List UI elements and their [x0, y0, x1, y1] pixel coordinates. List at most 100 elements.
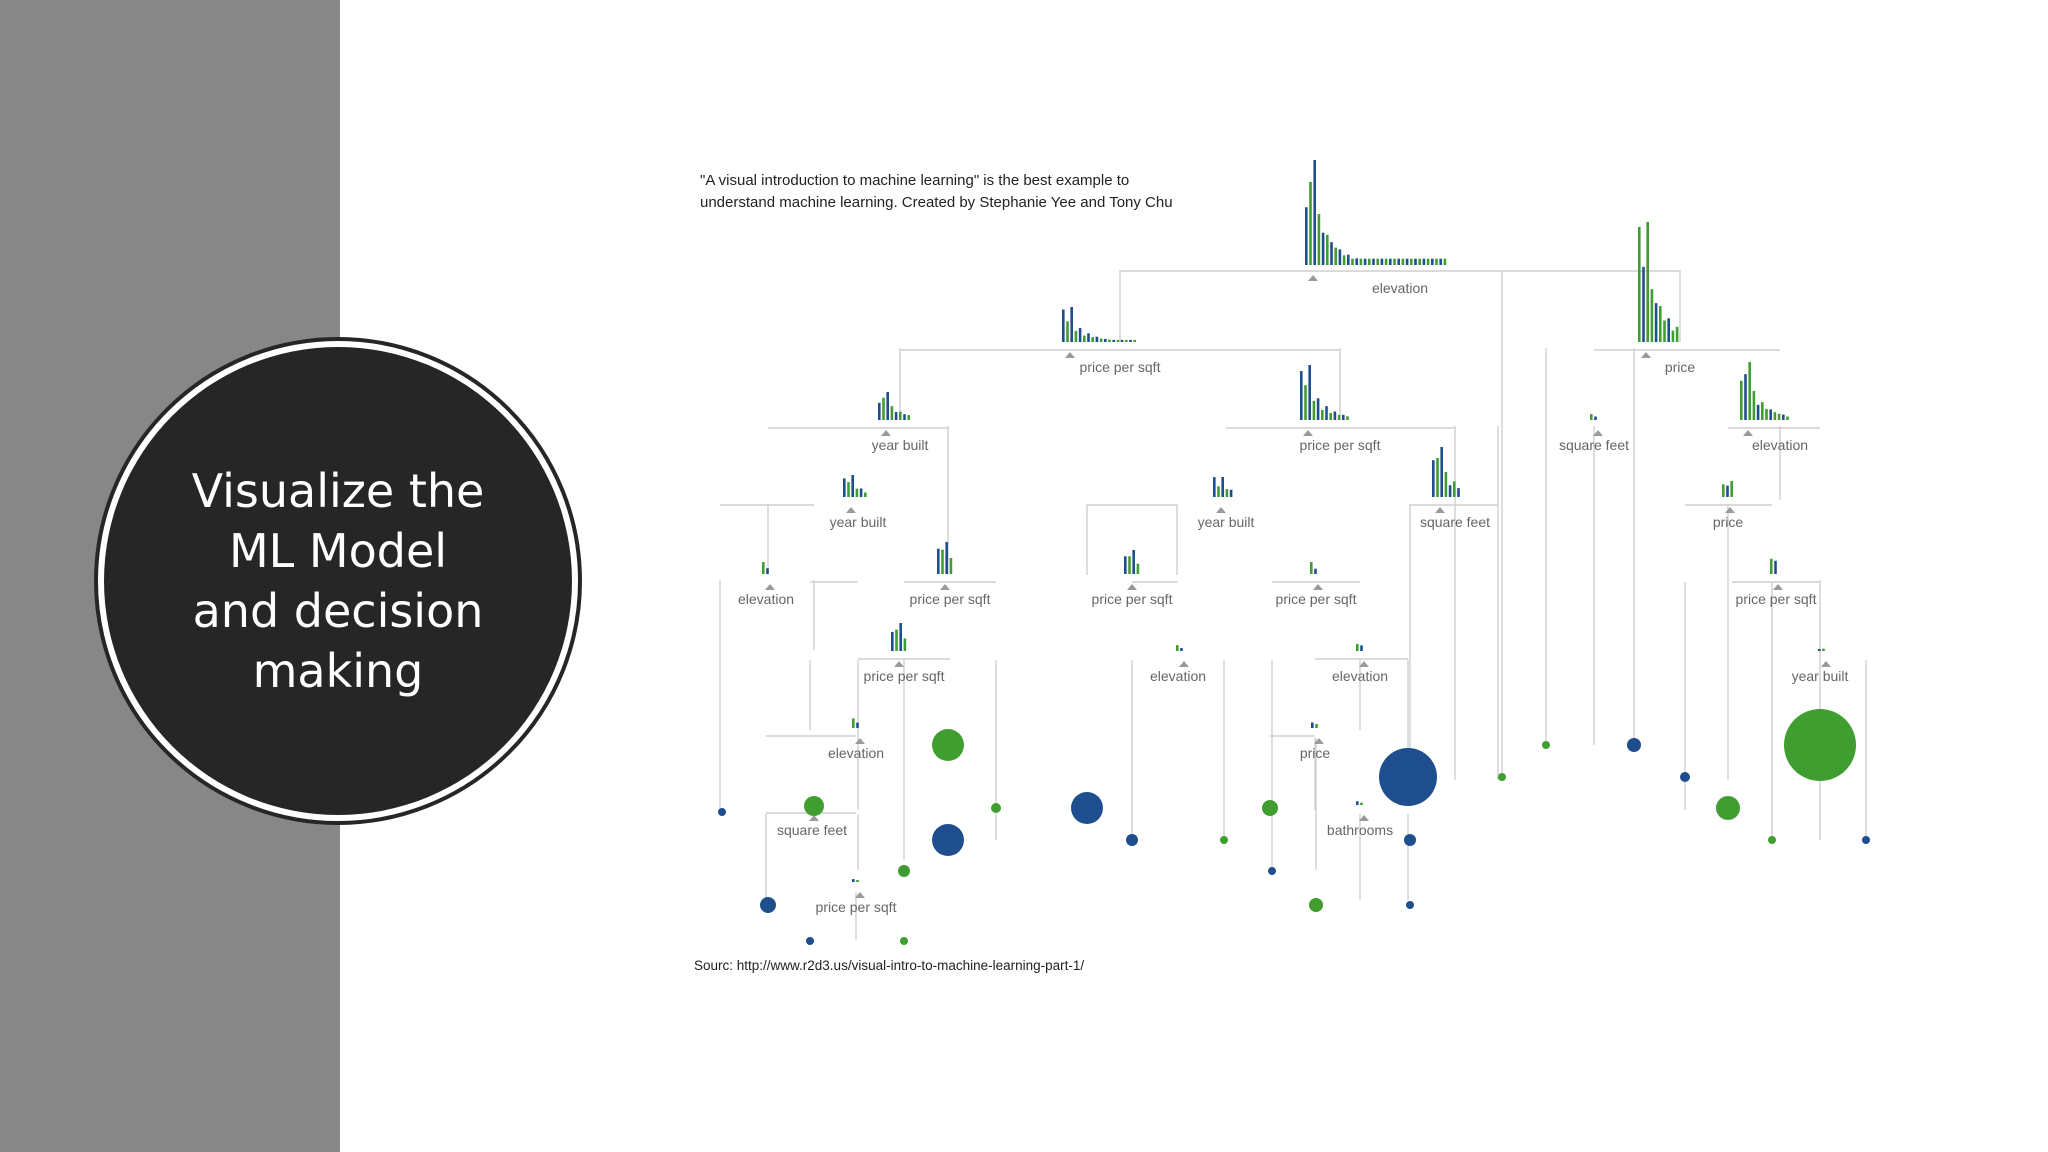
leaf-node [1542, 741, 1550, 749]
leaf-node [932, 729, 964, 761]
histogram-bar [1213, 477, 1216, 497]
histogram-bar [1380, 258, 1384, 265]
histogram-bar [1431, 258, 1434, 265]
histogram-bar [1112, 339, 1115, 342]
leaf-node [804, 796, 824, 816]
histogram-bar [1305, 207, 1308, 265]
histogram-bar [1376, 258, 1379, 265]
leaf-node [1262, 800, 1278, 816]
histogram-bar [1761, 402, 1764, 420]
histogram-bar [1372, 258, 1375, 265]
split-marker [1303, 430, 1313, 436]
histogram-bar [1368, 258, 1371, 265]
node-label: price per sqft [1092, 591, 1173, 607]
histogram-bar [1095, 336, 1099, 342]
leaf-node [1716, 796, 1740, 820]
histogram-bar [1397, 258, 1400, 265]
node-label: price [1665, 359, 1696, 375]
histogram-bar [856, 722, 859, 728]
histogram-bar [855, 488, 859, 497]
histogram-bar [1642, 266, 1645, 342]
histogram-bar [1351, 258, 1354, 265]
histogram-bar [878, 402, 881, 420]
histogram-bar [894, 412, 898, 420]
histogram-bar [1389, 258, 1392, 265]
histogram-bar [1744, 374, 1747, 420]
node-label: price per sqft [1736, 591, 1817, 607]
tree-edges [719, 270, 1867, 940]
histogram-bar [903, 638, 907, 651]
histogram-bar [1822, 648, 1825, 651]
histogram-bar [1313, 160, 1316, 265]
node-label: square feet [1559, 437, 1629, 453]
histogram-bar [1393, 258, 1396, 265]
histogram-bar [1120, 339, 1124, 342]
histogram-bar [1128, 556, 1131, 574]
leaf-node [1404, 834, 1416, 846]
histogram-bar [1443, 258, 1447, 265]
histogram-bar [907, 415, 910, 420]
histogram-bar [903, 414, 906, 420]
histogram-bar [1436, 458, 1439, 497]
histogram-bar [1360, 802, 1363, 805]
histogram-bar [852, 879, 855, 882]
histogram-bar [1321, 232, 1325, 265]
histogram-bar [1116, 339, 1120, 342]
node-label: price [1300, 745, 1331, 761]
leaf-node [806, 937, 814, 945]
split-marker [809, 815, 819, 821]
histogram-bar [1730, 481, 1733, 497]
split-marker [881, 430, 891, 436]
histogram-bar [1330, 242, 1333, 265]
node-label: year built [1198, 514, 1255, 530]
split-marker [846, 507, 856, 513]
histogram-bar [1217, 486, 1220, 497]
node-label: elevation [1150, 668, 1206, 684]
histogram-bar [1765, 408, 1768, 420]
histogram-bar [1740, 380, 1743, 420]
slide-title: Visualize the ML Model and decision maki… [191, 464, 485, 698]
histogram-bar [1659, 306, 1662, 342]
histogram-bar [1310, 562, 1313, 574]
histogram-bar [1347, 254, 1350, 265]
histogram-bar [1355, 258, 1358, 265]
split-marker [1314, 738, 1324, 744]
tree-histograms [762, 160, 1831, 898]
split-marker [1216, 507, 1226, 513]
histogram-bar [945, 542, 948, 574]
split-marker [1313, 584, 1323, 590]
node-label: square feet [777, 822, 847, 838]
histogram-bar [1225, 489, 1229, 497]
histogram-bar [882, 397, 885, 420]
histogram-bar [1342, 414, 1345, 420]
histogram-bar [899, 411, 902, 420]
histogram-bar [899, 623, 902, 651]
histogram-bar [1108, 339, 1111, 342]
histogram-bar [1650, 289, 1654, 342]
histogram-bar [1360, 645, 1363, 651]
node-label: price per sqft [1080, 359, 1161, 375]
histogram-bar [1748, 362, 1751, 420]
histogram-bar [1773, 412, 1777, 420]
histogram-bar [949, 558, 953, 574]
split-marker [1179, 661, 1189, 667]
histogram-bar [1426, 258, 1430, 265]
histogram-bar [1066, 321, 1069, 342]
node-label: year built [1792, 668, 1849, 684]
histogram-bar [1087, 333, 1090, 342]
tree-labels: elevation price per sqft price year built pr… [738, 280, 1849, 915]
histogram-bar [1590, 414, 1593, 420]
node-label: elevation [828, 745, 884, 761]
histogram-bar [1070, 307, 1073, 342]
histogram-bar [1405, 258, 1409, 265]
histogram-bar [886, 392, 889, 420]
histogram-bar [1667, 318, 1670, 342]
histogram-bar [937, 548, 940, 574]
histogram-bar [1176, 645, 1179, 651]
histogram-bar [1062, 309, 1065, 342]
histogram-bar [1671, 330, 1675, 342]
leaf-node [1268, 867, 1276, 875]
node-label: year built [830, 514, 887, 530]
histogram-bar [1311, 722, 1314, 728]
histogram-bar [1422, 258, 1426, 265]
